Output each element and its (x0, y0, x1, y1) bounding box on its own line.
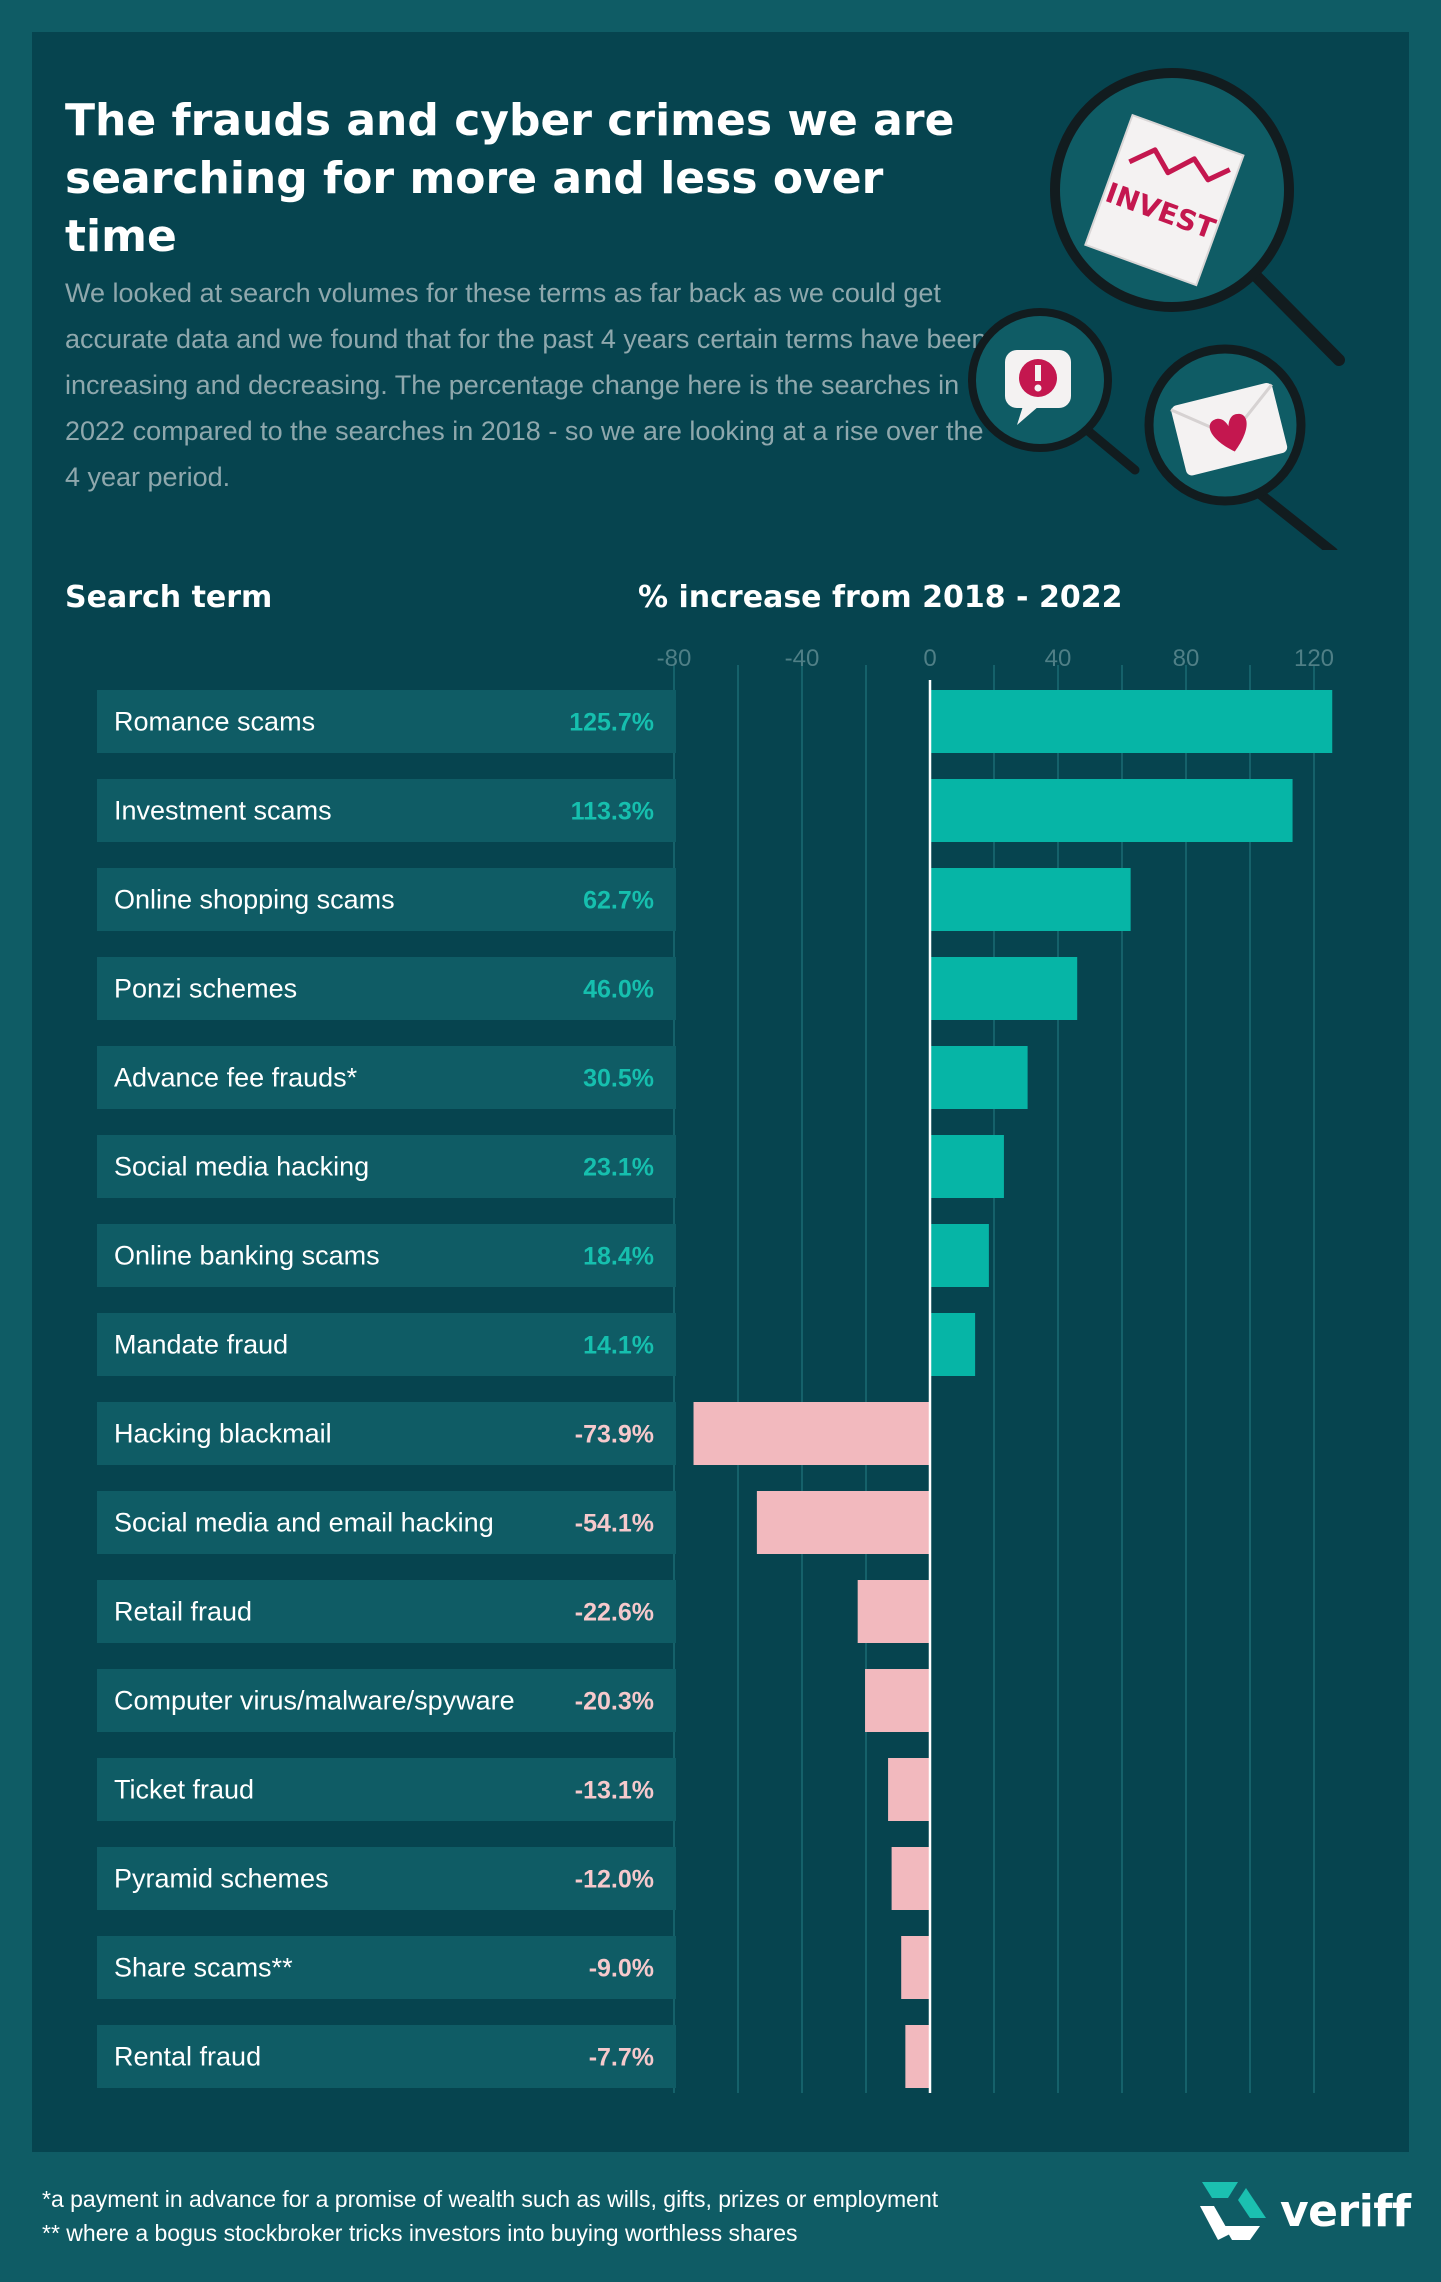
value-label: -54.1% (575, 1510, 654, 1538)
row-background (97, 1402, 676, 1465)
value-label: 30.5% (583, 1065, 654, 1093)
column-header-percent: % increase from 2018 - 2022 (638, 580, 1123, 615)
row-background (97, 868, 676, 931)
category-label: Hacking blackmail (114, 1419, 332, 1449)
row-background (97, 1847, 676, 1910)
x-tick-label: 120 (1294, 645, 1334, 672)
value-label: 46.0% (583, 976, 654, 1004)
value-label: 125.7% (569, 709, 654, 737)
alert-chat-icon (968, 308, 1140, 475)
row-background (97, 1669, 676, 1732)
category-label: Pyramid schemes (114, 1864, 329, 1894)
row-background (97, 957, 676, 1020)
value-label: -7.7% (589, 2044, 654, 2072)
row-background (97, 1491, 676, 1554)
brand-name: veriff (1280, 2185, 1411, 2237)
category-label: Online shopping scams (114, 885, 395, 915)
bar (930, 1046, 1028, 1109)
value-label: -9.0% (589, 1955, 654, 1983)
intro-paragraph: We looked at search volumes for these te… (65, 278, 987, 492)
category-label: Social media and email hacking (114, 1508, 494, 1538)
row-background (97, 690, 676, 753)
bar (693, 1402, 930, 1465)
value-label: 18.4% (583, 1243, 654, 1271)
row-background (97, 1046, 676, 1109)
category-label: Social media hacking (114, 1152, 369, 1182)
bar-chart: -80 -40 0 40 80 120 Romance scams 125.7% Investm… (97, 645, 1334, 2093)
category-label: Rental fraud (114, 2042, 261, 2072)
category-label: Computer virus/malware/spyware (114, 1686, 515, 1716)
x-tick-label: 80 (1173, 645, 1200, 672)
x-tick-label: -80 (657, 645, 692, 672)
bar (930, 957, 1078, 1020)
row-background (97, 1224, 676, 1287)
category-label: Retail fraud (114, 1597, 252, 1627)
page-title: The frauds and cyber crimes we are searc… (65, 95, 955, 262)
bar (891, 1847, 930, 1910)
category-label: Ponzi schemes (114, 974, 297, 1004)
bar (857, 1580, 930, 1643)
row-background (97, 1313, 676, 1376)
category-label: Share scams** (114, 1953, 293, 1983)
value-label: -13.1% (575, 1777, 654, 1805)
bar (930, 868, 1131, 931)
bar (930, 1224, 989, 1287)
x-tick-label: 0 (923, 645, 936, 672)
category-label: Romance scams (114, 707, 315, 737)
row-background (97, 1936, 676, 1999)
row-background (97, 1135, 676, 1198)
x-tick-label: 40 (1045, 645, 1072, 672)
bar (930, 690, 1333, 753)
veriff-logo-icon (1200, 2182, 1266, 2240)
bar (930, 1313, 976, 1376)
bar (930, 779, 1293, 842)
bar (901, 1936, 930, 1999)
category-label: Advance fee frauds* (114, 1063, 358, 1093)
bar (865, 1669, 930, 1732)
value-label: 14.1% (583, 1332, 654, 1360)
value-label: -12.0% (575, 1866, 654, 1894)
row-background (97, 779, 676, 842)
brand-logo: veriff (1198, 2178, 1411, 2244)
category-label: Mandate fraud (114, 1330, 288, 1360)
value-label: -73.9% (575, 1421, 654, 1449)
heart-envelope-icon (1144, 344, 1338, 550)
value-label: 62.7% (583, 887, 654, 915)
search-illustration: INVEST (968, 68, 1345, 550)
row-background (97, 1758, 676, 1821)
bar (756, 1491, 930, 1554)
bar (905, 2025, 930, 2088)
bar (888, 1758, 930, 1821)
bar (930, 1135, 1004, 1198)
category-label: Investment scams (114, 796, 332, 826)
column-header-term: Search term (65, 580, 273, 615)
category-label: Online banking scams (114, 1241, 380, 1271)
footnotes: *a payment in advance for a promise of w… (42, 2182, 938, 2250)
value-label: -22.6% (575, 1599, 654, 1627)
value-label: -20.3% (575, 1688, 654, 1716)
row-background (97, 1580, 676, 1643)
footnote-2: ** where a bogus stockbroker tricks inve… (42, 2220, 798, 2246)
value-label: 23.1% (583, 1154, 654, 1182)
footnote-1: *a payment in advance for a promise of w… (42, 2186, 939, 2212)
value-label: 113.3% (571, 798, 654, 826)
magnifier-invest-icon: INVEST (1050, 68, 1345, 366)
x-tick-label: -40 (785, 645, 820, 672)
row-background (97, 2025, 676, 2088)
category-label: Ticket fraud (114, 1775, 254, 1805)
